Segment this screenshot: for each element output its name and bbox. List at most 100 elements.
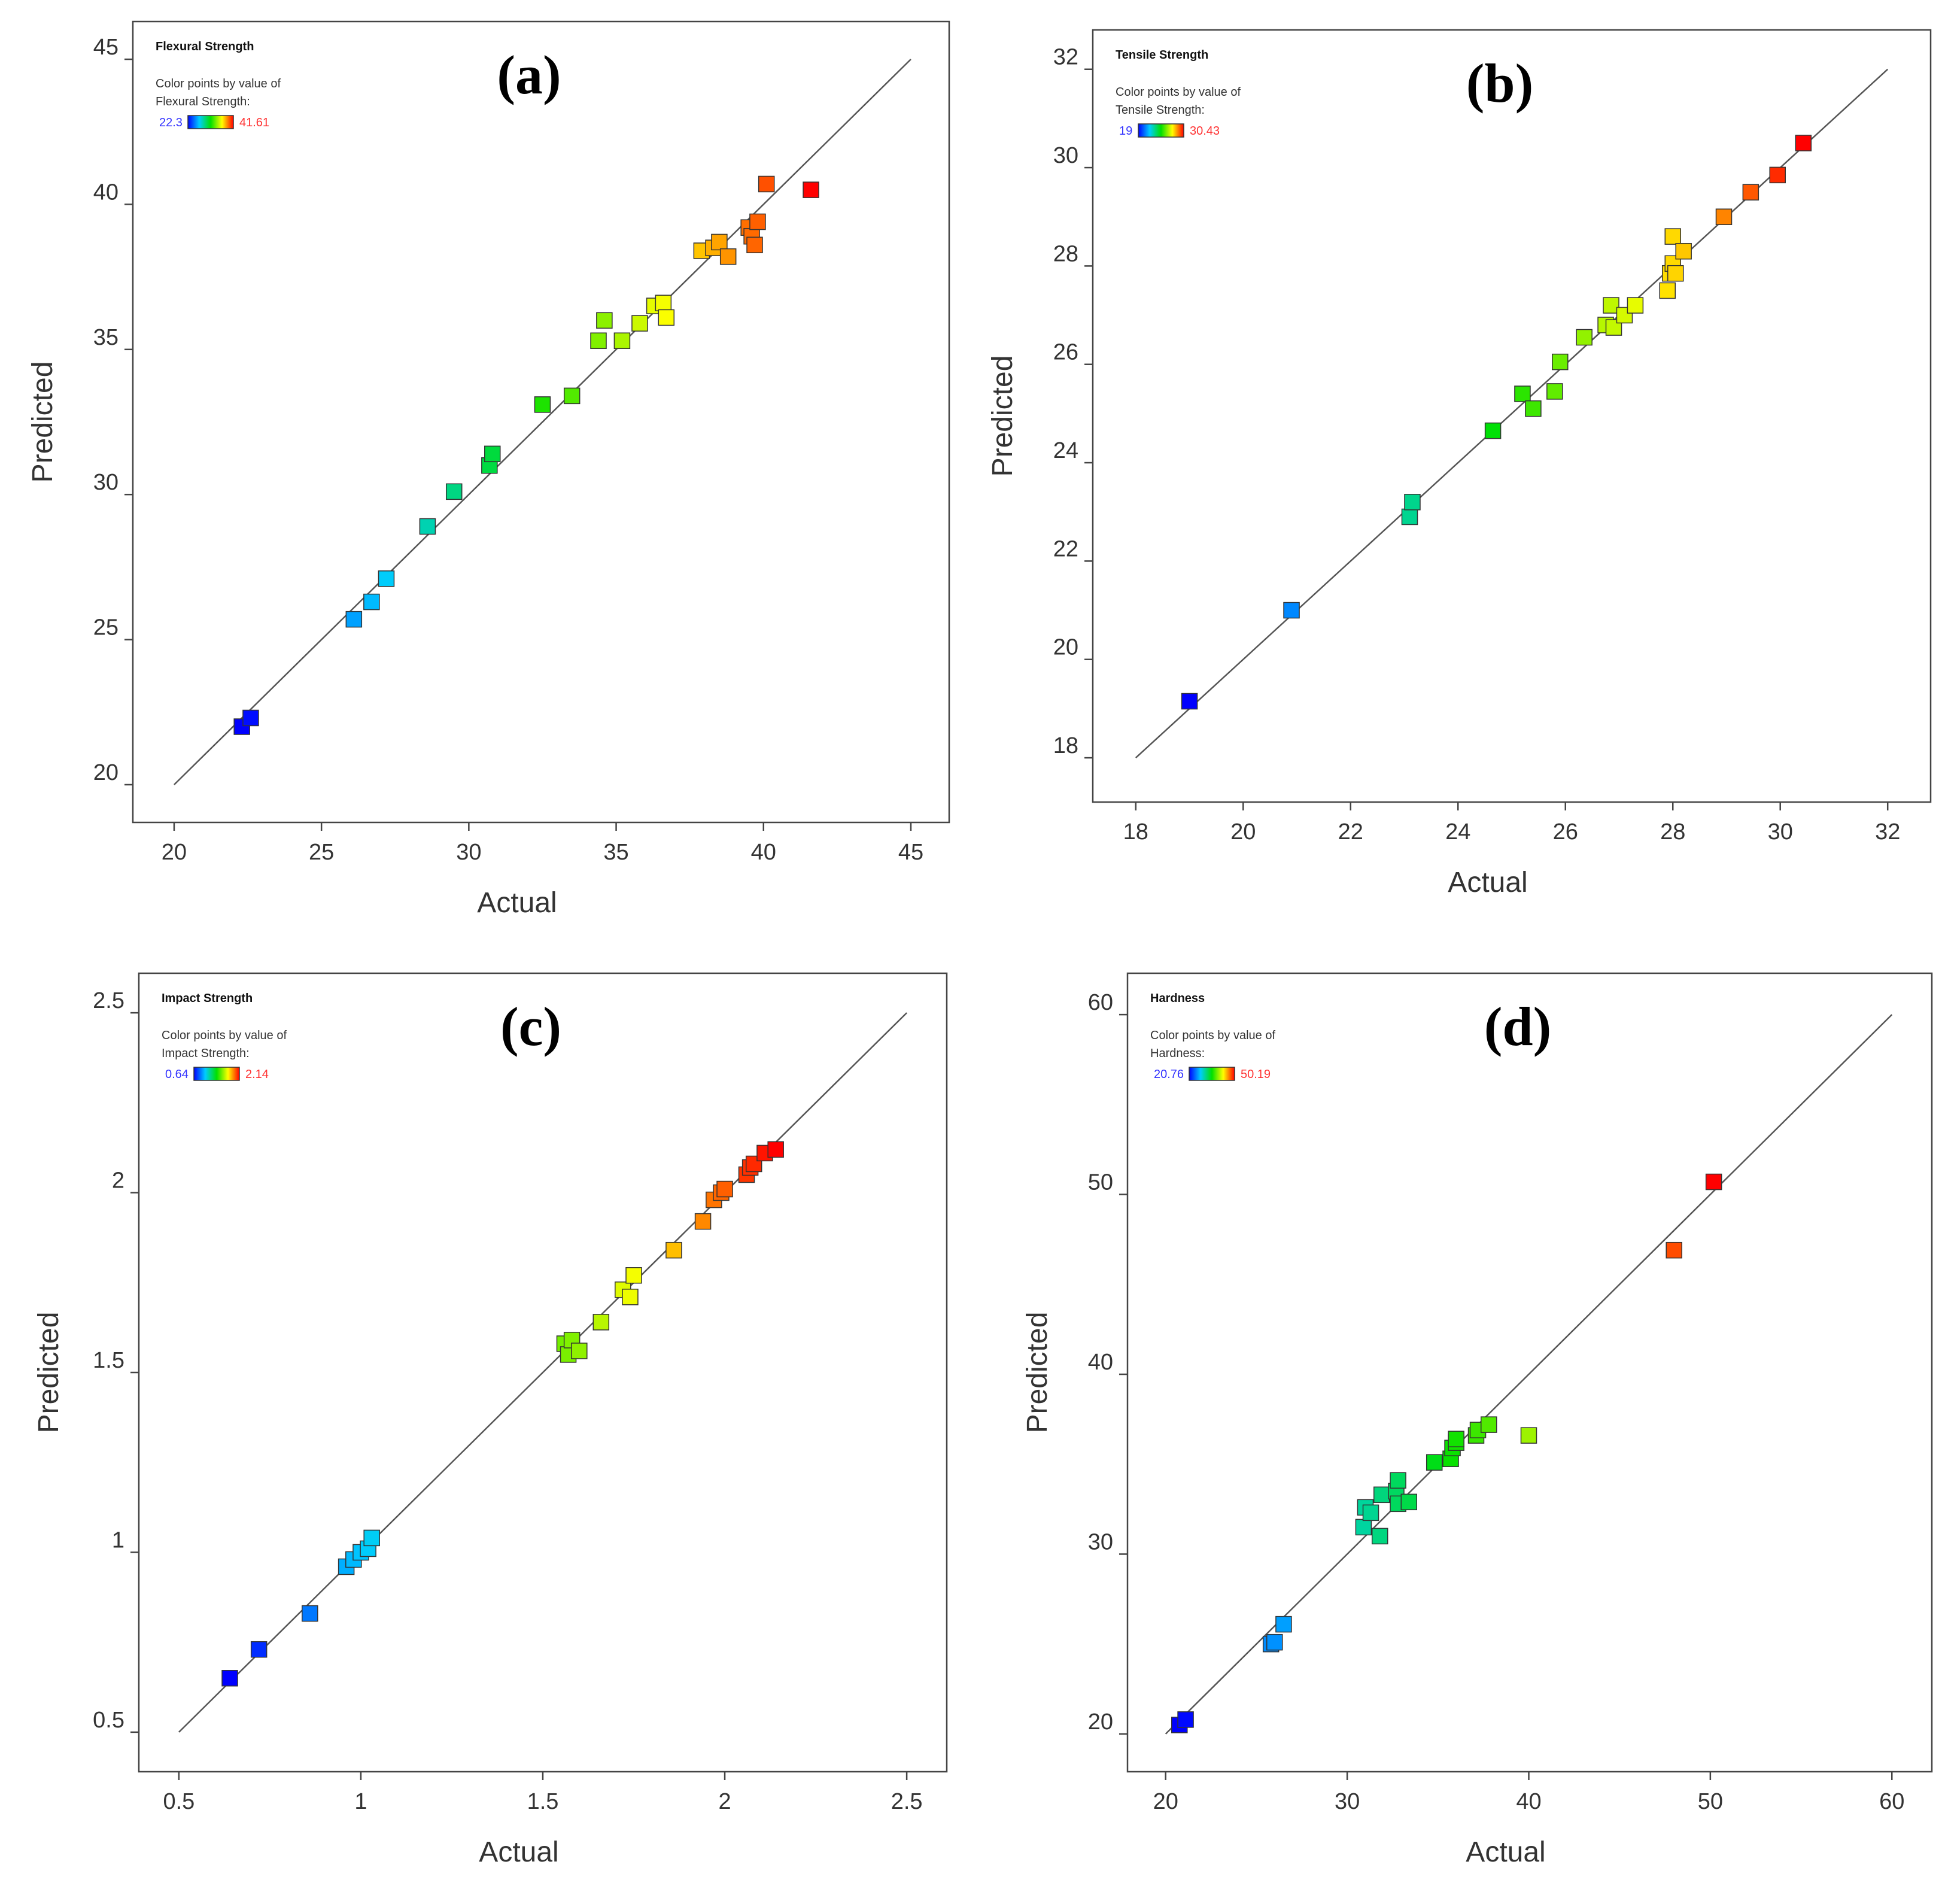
y-tick-label: 35 (93, 325, 118, 350)
data-point (1401, 508, 1418, 526)
legend-color-bar (193, 1067, 240, 1081)
y-tick-label: 60 (1088, 990, 1113, 1015)
legend-title: Hardness (1150, 992, 1205, 1005)
x-axis-title: Actual (1466, 1836, 1545, 1868)
y-tick-label: 30 (1053, 143, 1078, 168)
panel-3: 0.5 1 1.5 2 2.5 0.5 1 1.5 2 2.5 Actual Predicted (c)… (33, 972, 948, 1868)
legend-min-label: 22.3 (159, 116, 183, 129)
data-point (363, 593, 380, 611)
data-point (622, 1289, 639, 1305)
x-tick-label: 32 (1875, 819, 1900, 845)
data-point (655, 294, 672, 311)
legend-min-label: 19 (1119, 124, 1132, 138)
legend-title: Impact Strength (162, 992, 253, 1005)
x-tick-label: 1.5 (527, 1789, 559, 1814)
y-axis-title: Predicted (33, 1312, 65, 1434)
data-point (1371, 1528, 1388, 1545)
data-point (250, 1641, 268, 1658)
data-point (1546, 383, 1563, 400)
legend-description: Color points by value of (1116, 86, 1241, 99)
legend-min-label: 20.76 (1154, 1068, 1184, 1081)
x-tick-label: 30 (456, 840, 481, 865)
data-point (625, 1267, 642, 1284)
y-axis-title: Predicted (27, 362, 59, 483)
data-point (1404, 494, 1421, 511)
data-point (803, 181, 819, 198)
data-point (1627, 297, 1644, 314)
data-point (1514, 385, 1531, 402)
data-point (767, 1141, 784, 1158)
y-tick-label: 40 (1088, 1350, 1113, 1375)
data-point (1362, 1504, 1379, 1522)
x-tick-label: 40 (1516, 1789, 1541, 1814)
x-tick-label: 20 (1230, 819, 1256, 845)
data-point (1552, 353, 1569, 371)
data-point (592, 1314, 610, 1331)
legend-color-bar (1138, 123, 1184, 138)
x-tick-label: 60 (1879, 1789, 1904, 1814)
data-point (1390, 1472, 1406, 1489)
x-tick-label: 40 (751, 840, 776, 865)
data-point (378, 570, 395, 587)
color-legend: Hardness Color points by value of Hardness… (1150, 992, 1275, 1081)
legend-description: Tensile Strength: (1116, 104, 1205, 117)
color-legend: Tensile Strength Color points by value of… (1116, 48, 1241, 138)
data-point (1742, 184, 1759, 201)
plot-frame (1092, 29, 1932, 803)
x-tick-label: 30 (1335, 1789, 1360, 1814)
x-tick-label: 0.5 (163, 1789, 195, 1814)
reference-line (1165, 1014, 1893, 1735)
data-point (1525, 400, 1542, 417)
data-point (1520, 1427, 1537, 1444)
y-axis-title: Predicted (987, 356, 1019, 477)
y-tick-label: 2 (112, 1168, 124, 1194)
y-tick-label: 32 (1053, 45, 1078, 70)
panel-label: (d) (1484, 996, 1551, 1057)
data-point (1181, 693, 1198, 710)
data-point (1576, 329, 1593, 346)
data-points (1171, 1173, 1722, 1733)
x-tick-label: 2.5 (891, 1789, 923, 1814)
data-point (1705, 1173, 1722, 1191)
data-point (1177, 1711, 1194, 1728)
data-point (716, 1180, 733, 1198)
data-point (419, 518, 436, 535)
data-point (694, 1213, 712, 1230)
y-tick-label: 50 (1088, 1170, 1113, 1195)
legend-max-label: 50.19 (1241, 1068, 1271, 1081)
x-tick-label: 28 (1660, 819, 1685, 845)
data-point (1426, 1454, 1443, 1471)
data-point (1448, 1431, 1464, 1447)
legend-description: Color points by value of (1150, 1029, 1275, 1042)
data-point (711, 233, 728, 251)
data-point (302, 1605, 318, 1622)
panel-label: (c) (500, 996, 561, 1057)
color-legend: Flexural Strength Color points by value o… (156, 40, 281, 129)
data-points (1181, 135, 1812, 710)
data-point (1715, 208, 1733, 225)
data-point (1484, 422, 1502, 439)
data-point (1266, 1633, 1283, 1651)
data-point (658, 309, 675, 326)
y-tick-label: 40 (93, 180, 118, 205)
data-point (345, 611, 363, 628)
plot-frame (132, 20, 950, 824)
x-tick-label: 45 (898, 840, 923, 865)
color-legend: Impact Strength Color points by value of I… (162, 992, 287, 1081)
data-point (631, 315, 648, 332)
x-tick-label: 20 (1153, 1789, 1178, 1814)
data-point (534, 396, 551, 413)
data-point (1795, 135, 1812, 151)
x-tick-label: 1 (354, 1789, 367, 1814)
panel-1: 20 25 30 35 40 45 20 25 30 35 40 45 Actual Predicted (… (27, 20, 950, 919)
data-point (1664, 228, 1681, 245)
legend-title: Flexural Strength (156, 40, 254, 53)
data-point (1275, 1615, 1292, 1633)
plot-frame (1126, 972, 1933, 1773)
x-tick-label: 18 (1123, 819, 1148, 845)
data-point (719, 248, 737, 265)
panel-label: (a) (497, 44, 561, 105)
legend-max-label: 41.61 (239, 116, 269, 129)
data-point (596, 312, 613, 329)
x-tick-label: 26 (1553, 819, 1578, 845)
